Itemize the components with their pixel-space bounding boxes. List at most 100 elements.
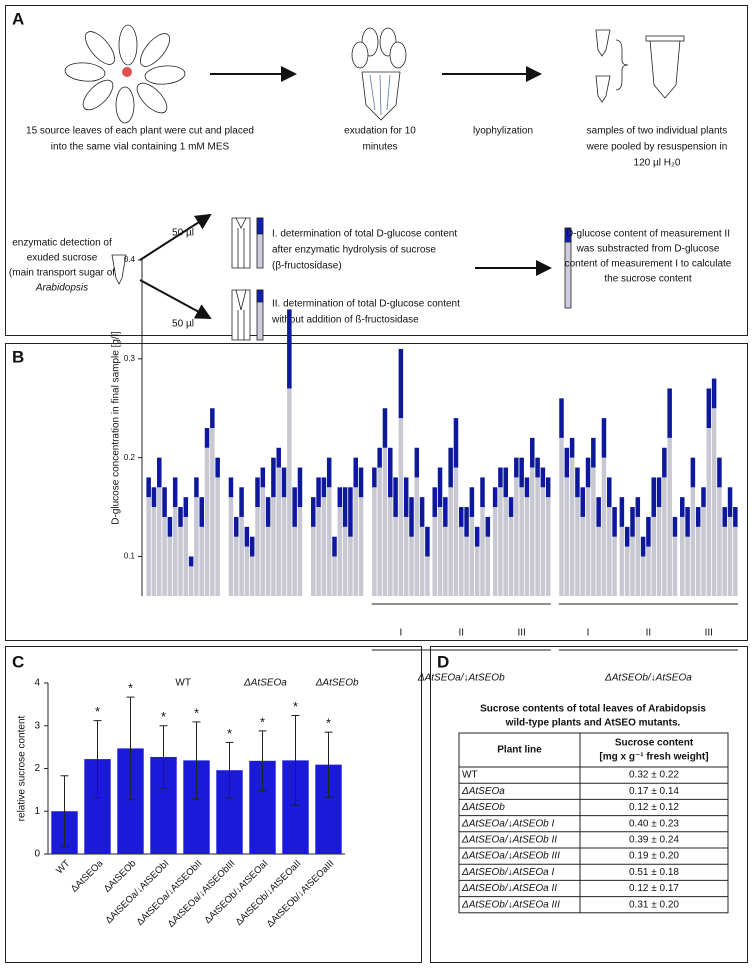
- result-caption: the sucrose content: [604, 274, 691, 285]
- bar-segment: [194, 477, 199, 498]
- bar-segment: [265, 497, 271, 527]
- significance-marker: *: [326, 716, 331, 731]
- bar-segment: [276, 467, 281, 596]
- step-caption: 15 source leaves of each plant were cut …: [26, 126, 254, 137]
- bar-segment: [419, 497, 425, 527]
- bar-segment: [377, 447, 382, 468]
- bar-segment: [157, 457, 162, 488]
- bar-segment: [727, 487, 733, 517]
- table-cell: ΔAtSEOa/↓AtSEOb III: [461, 851, 560, 862]
- bar-segment: [228, 497, 234, 596]
- table-cell: 0.31 ± 0.20: [629, 899, 679, 910]
- bar-segment: [530, 437, 535, 468]
- bar-segment: [265, 526, 271, 596]
- bar-segment: [733, 507, 738, 527]
- bar-segment: [215, 457, 220, 478]
- bar-segment: [382, 408, 388, 448]
- bar-segment: [255, 507, 260, 596]
- table-cell: ΔAtSEOb/↓AtSEOa I: [461, 867, 555, 878]
- panel-label: D: [437, 652, 449, 671]
- bar-segment: [667, 437, 672, 596]
- bar-segment: [695, 526, 701, 596]
- table-cell: 0.17 ± 0.14: [629, 786, 679, 797]
- bar-segment: [722, 507, 727, 527]
- bar-segment: [437, 467, 443, 508]
- bar-segment: [569, 457, 575, 596]
- bar-segment: [244, 546, 250, 596]
- bar-segment: [199, 526, 204, 596]
- bar-segment: [425, 556, 430, 596]
- bar-segment: [167, 516, 173, 537]
- bar-segment: [321, 477, 327, 498]
- bar-segment: [519, 487, 524, 596]
- bar-segment: [508, 516, 514, 596]
- bar-segment: [353, 487, 358, 596]
- bar-segment: [485, 536, 491, 596]
- bar-segment: [524, 477, 530, 498]
- bar-segment: [469, 487, 475, 517]
- bar-segment: [271, 497, 276, 596]
- volume-label: 50 µl: [172, 319, 194, 330]
- bar-segment: [662, 447, 667, 478]
- bar-segment: [559, 398, 564, 438]
- measurement-caption: (β-fructosidase): [272, 261, 342, 272]
- result-caption: was substracted from D-glucose: [576, 244, 720, 255]
- bar-segment: [596, 497, 601, 527]
- y-tick-label: 0.2: [124, 453, 136, 462]
- y-tick-label: 0.3: [124, 354, 136, 363]
- y-tick-label: 4: [34, 678, 40, 689]
- bar-segment: [443, 497, 448, 527]
- bar-segment: [342, 487, 348, 527]
- measurement-caption: II. determination of total D-glucose con…: [272, 299, 460, 310]
- bar-segment: [188, 556, 194, 567]
- bar-segment: [332, 556, 337, 596]
- bar-segment: [690, 487, 696, 596]
- cuvette-icons: [231, 217, 572, 341]
- bar-segment: [249, 536, 255, 557]
- bar-segment: [514, 477, 519, 596]
- bar-segment: [337, 487, 343, 508]
- x-tick-label: ΔAtSEOa: [69, 858, 106, 895]
- table-cell: 0.19 ± 0.20: [629, 851, 679, 862]
- bar-segment: [459, 507, 464, 527]
- bar-segment: [172, 507, 178, 596]
- bar-segment: [612, 536, 617, 596]
- bar-segment: [332, 536, 337, 557]
- bar-segment: [414, 447, 420, 478]
- table-cell: ΔAtSEOa/↓AtSEOb I: [461, 818, 555, 829]
- subgroup-label: III: [705, 628, 713, 639]
- arrow: [139, 279, 212, 319]
- bar-segment: [453, 467, 459, 596]
- bar-segment: [503, 467, 508, 498]
- x-tick-label: ΔAtSEOb/↓AtSEOaIII: [265, 858, 337, 930]
- bar-segment: [612, 507, 617, 537]
- bar-segment: [398, 348, 404, 419]
- x-tick-label: ΔAtSEOb/↓AtSEOaI: [202, 858, 270, 926]
- bar-segment: [388, 497, 393, 596]
- bar-segment: [358, 467, 364, 498]
- bar-segment: [199, 497, 204, 527]
- bar-segment: [624, 526, 630, 547]
- table-cell: ΔAtSEOb/↓AtSEOa III: [461, 899, 560, 910]
- bar-segment: [667, 388, 672, 438]
- bar-segment: [297, 507, 303, 596]
- bar-segment: [239, 516, 244, 596]
- bar-segment: [432, 516, 437, 596]
- bar-segment: [685, 507, 690, 537]
- y-tick-label: 2: [34, 763, 40, 774]
- bar-segment: [580, 487, 585, 517]
- bar-segment: [464, 507, 469, 537]
- bar-segment: [480, 507, 485, 596]
- bar-segment: [498, 487, 503, 596]
- bar-segment: [151, 487, 157, 508]
- subgroup-label: III: [517, 628, 525, 639]
- bar-segment: [540, 467, 546, 488]
- tube-icons: [595, 29, 685, 103]
- bar-segment: [540, 487, 546, 596]
- bar-segment: [398, 418, 404, 596]
- bar-segment: [717, 457, 722, 488]
- table-cell: 0.12 ± 0.12: [629, 802, 679, 813]
- bar-segment: [297, 467, 303, 508]
- bar-segment: [459, 526, 464, 596]
- bar-segment: [630, 536, 635, 596]
